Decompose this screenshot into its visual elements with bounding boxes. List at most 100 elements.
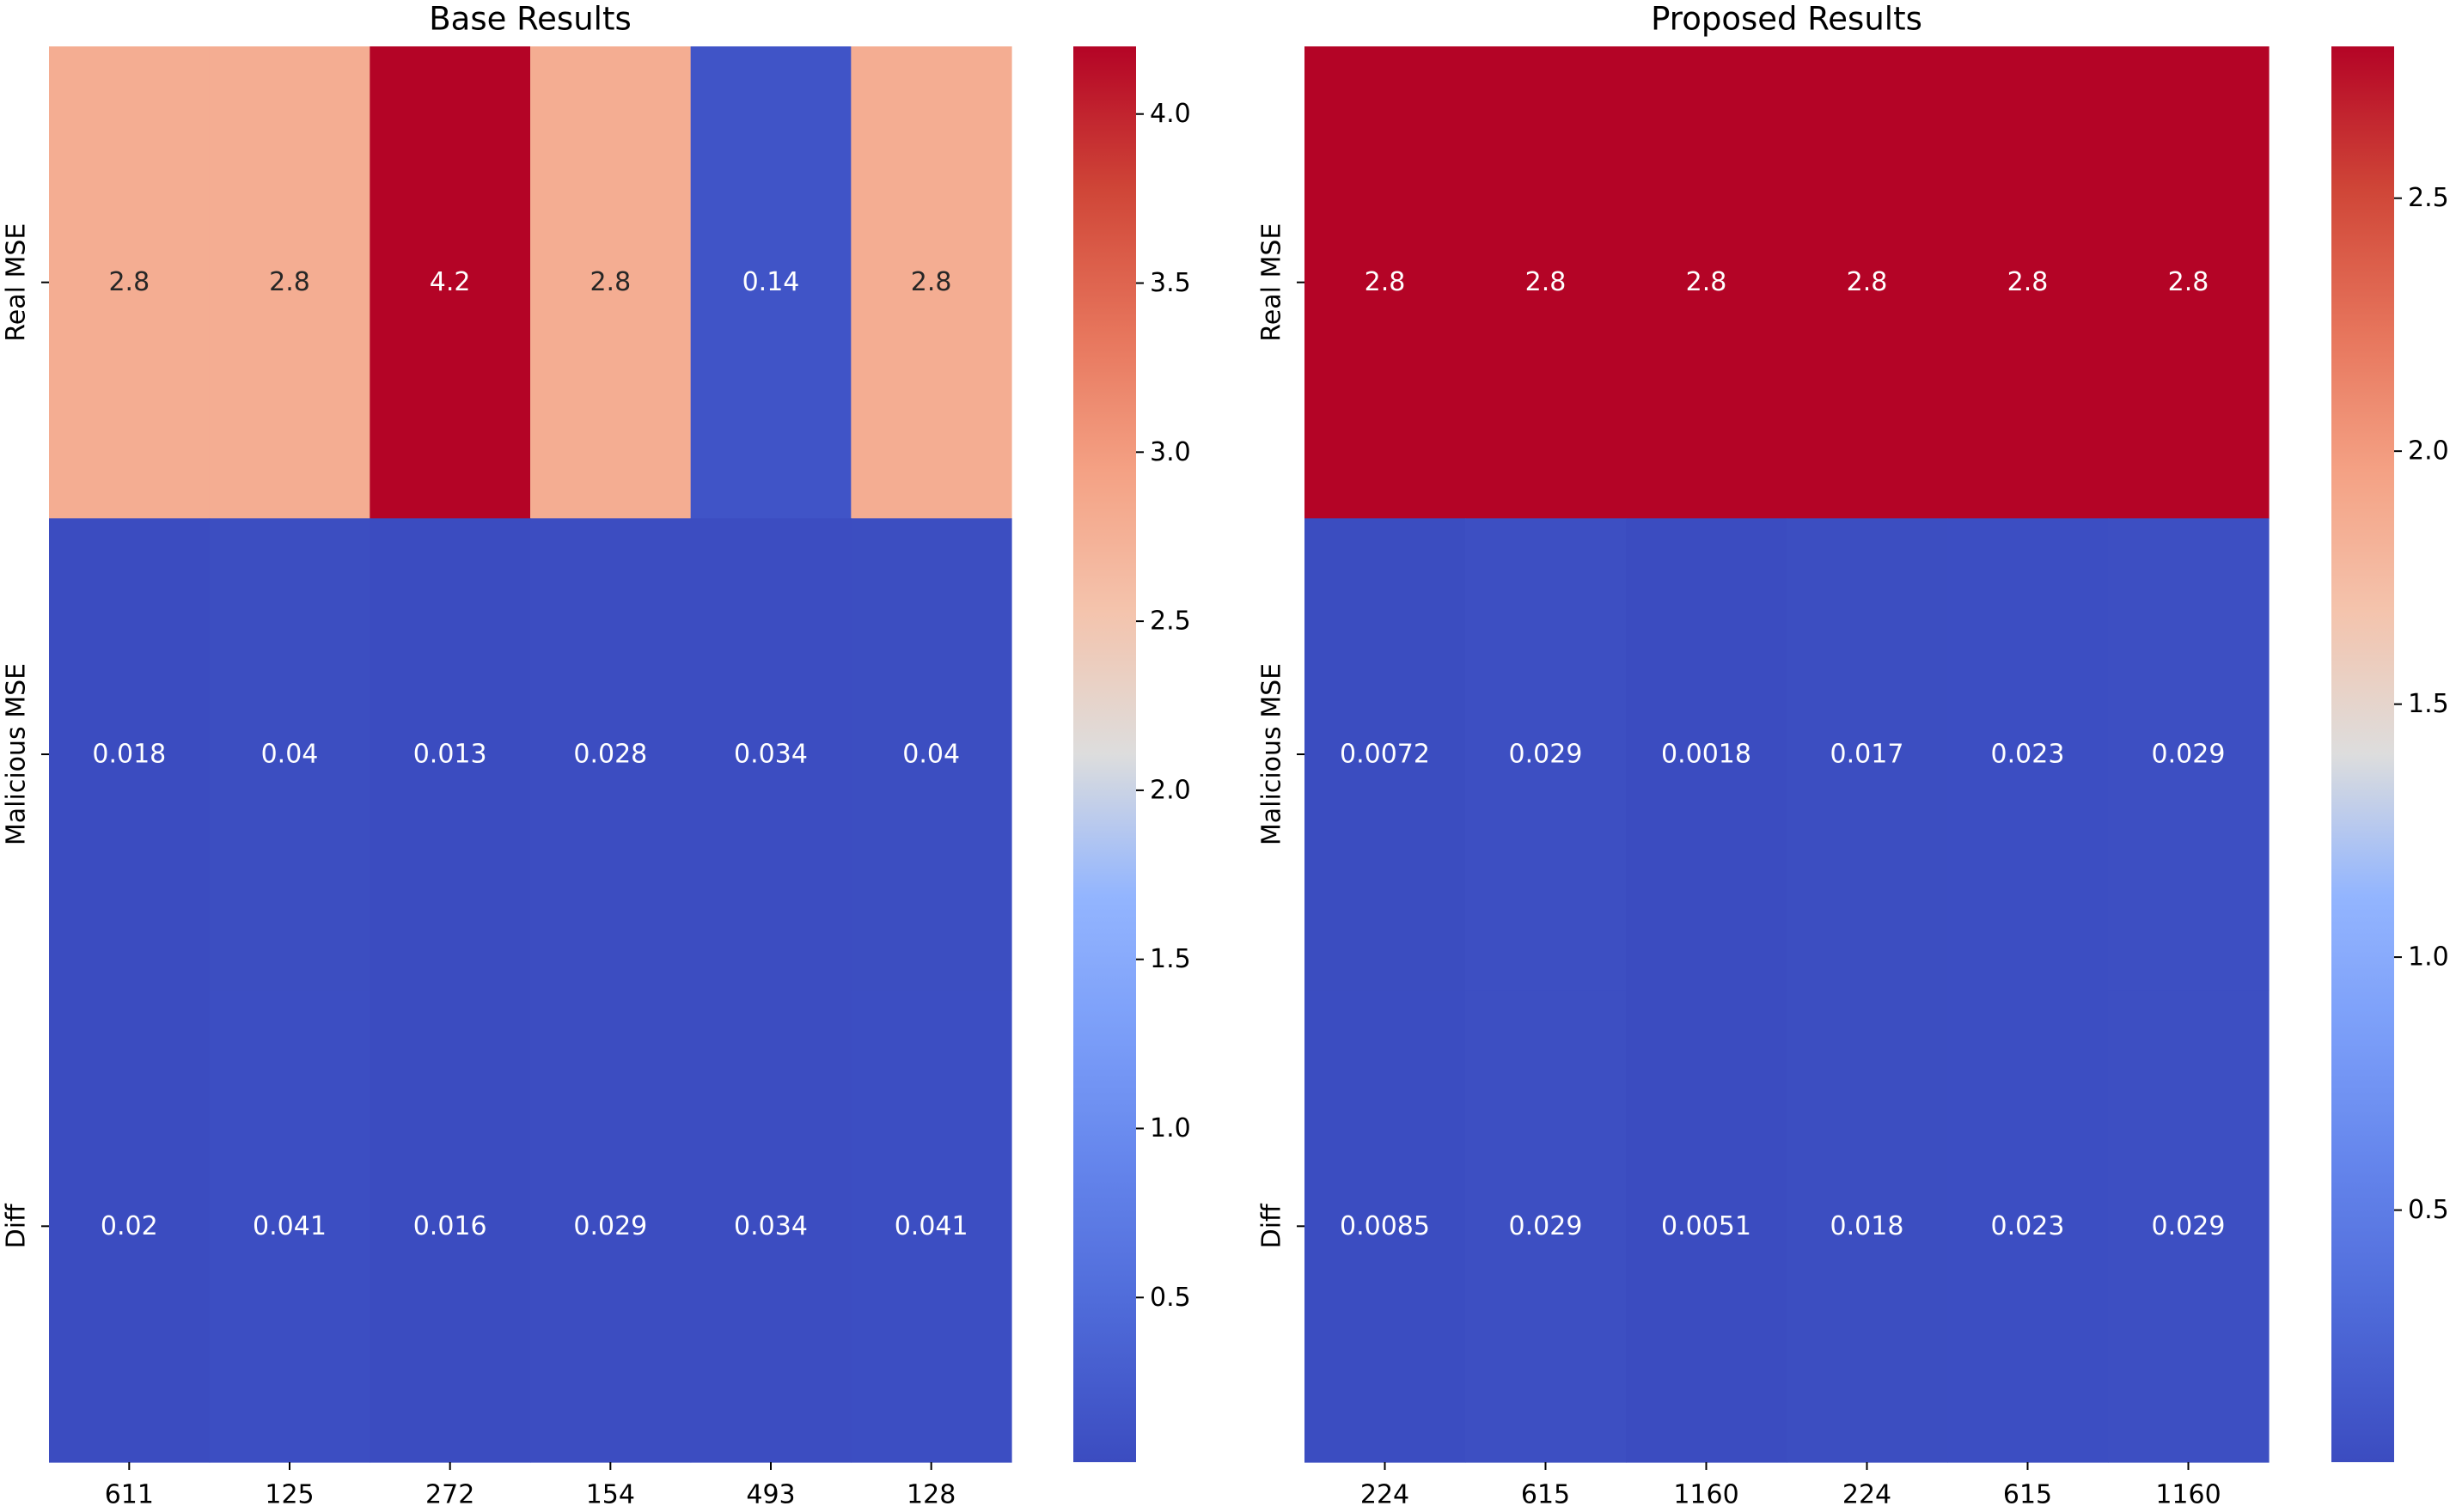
cell-annotation: 0.034 [734, 740, 808, 770]
cell-annotation: 2.8 [2168, 267, 2209, 297]
heatmap-cell [690, 46, 852, 519]
cell-annotation: 0.013 [413, 740, 487, 770]
cell-annotation: 0.02 [101, 1211, 158, 1241]
colorbar-tick-label: 1.0 [1150, 1113, 1191, 1143]
chart-title: Base Results [429, 1, 631, 38]
cell-annotation: 0.017 [1830, 740, 1904, 770]
colorbar-tick-label: 2.5 [1150, 607, 1191, 637]
colorbar [1073, 46, 1136, 1462]
y-tick-label: Diff [2, 1203, 32, 1248]
cell-annotation: 4.2 [430, 267, 471, 297]
heatmap-cell [1947, 990, 2109, 1463]
x-tick-label: 128 [907, 1480, 956, 1509]
x-tick-label: 611 [105, 1480, 154, 1509]
cell-annotation: 0.023 [1991, 740, 2065, 770]
cell-annotation: 0.029 [2152, 740, 2226, 770]
y-tick-label: Diff [1257, 1203, 1287, 1248]
cell-annotation: 0.029 [1509, 740, 1583, 770]
x-tick-label: 125 [265, 1480, 314, 1509]
colorbar-tick-label: 2.5 [2408, 183, 2449, 213]
colorbar-tick-label: 0.5 [2408, 1195, 2449, 1225]
cell-annotation: 0.0018 [1661, 740, 1751, 770]
heatmap-cell [690, 990, 852, 1463]
cell-annotation: 0.016 [413, 1211, 487, 1241]
cell-annotation: 0.04 [902, 740, 960, 770]
y-tick-label: Real MSE [2, 223, 32, 342]
heatmap-cell [1787, 46, 1948, 519]
heatmap-cell [370, 990, 531, 1463]
cell-annotation: 0.029 [573, 1211, 647, 1241]
cell-annotation: 0.018 [1830, 1211, 1904, 1241]
colorbar-tick-label: 0.5 [1150, 1283, 1191, 1313]
x-tick-label: 272 [425, 1480, 474, 1509]
heatmap-cell [1947, 518, 2109, 991]
heatmap-cell [1465, 46, 1627, 519]
cell-annotation: 0.04 [261, 740, 319, 770]
x-tick-label: 1160 [1673, 1480, 1738, 1509]
cell-annotation: 0.029 [2152, 1211, 2226, 1241]
heatmap-cell [209, 518, 370, 991]
heatmap-cell [1465, 990, 1627, 1463]
heatmap-cell [1304, 990, 1466, 1463]
heatmap-cell [49, 46, 211, 519]
heatmap-cell [1626, 990, 1787, 1463]
cell-annotation: 0.034 [734, 1211, 808, 1241]
heatmap-cell [1304, 46, 1466, 519]
x-tick-label: 224 [1842, 1480, 1891, 1509]
cell-annotation: 0.028 [573, 740, 647, 770]
cell-annotation: 2.8 [269, 267, 310, 297]
x-tick-label: 1160 [2155, 1480, 2221, 1509]
cell-annotation: 0.029 [1509, 1211, 1583, 1241]
x-tick-label: 615 [1521, 1480, 1570, 1509]
heatmap-cell [209, 990, 370, 1463]
cell-annotation: 2.8 [108, 267, 150, 297]
cell-annotation: 0.023 [1991, 1211, 2065, 1241]
colorbar-tick-label: 2.0 [2408, 436, 2449, 466]
heatmap-cell [209, 46, 370, 519]
colorbar-tick-label: 1.5 [2408, 689, 2449, 719]
heatmap-cell [1626, 46, 1787, 519]
cell-annotation: 2.8 [1365, 267, 1406, 297]
cell-annotation: 2.8 [1847, 267, 1888, 297]
x-tick-label: 224 [1360, 1480, 1409, 1509]
colorbar-tick-label: 3.0 [1150, 437, 1191, 467]
x-tick-label: 615 [2003, 1480, 2052, 1509]
heatmap-cell [1626, 518, 1787, 991]
y-tick-label: Real MSE [1257, 223, 1287, 342]
cell-annotation: 0.0072 [1340, 740, 1430, 770]
heatmap-cell [851, 990, 1012, 1463]
heatmap-cell [370, 518, 531, 991]
colorbar-tick-label: 1.0 [2408, 942, 2449, 972]
heatmap-cell [851, 46, 1012, 519]
cell-annotation: 2.8 [1686, 267, 1727, 297]
heatmap-cell [49, 990, 211, 1463]
cell-annotation: 2.8 [911, 267, 952, 297]
cell-annotation: 2.8 [590, 267, 631, 297]
heatmap-cell [2108, 518, 2270, 991]
cell-annotation: 2.8 [2007, 267, 2049, 297]
x-tick-label: 493 [746, 1480, 795, 1509]
heatmap-cell [1304, 518, 1466, 991]
colorbar-tick-label: 1.5 [1150, 944, 1191, 974]
y-tick-label: Malicious MSE [1257, 663, 1287, 845]
heatmap-panel-1: 2.8 2.8 4.2 2.8 0.14 2.8 0.018 0.04 0.013 0.028 0.… [2, 1, 1191, 1510]
heatmap-cell [2108, 46, 2270, 519]
cell-annotation: 0.041 [253, 1211, 327, 1241]
cell-annotation: 0.0051 [1661, 1211, 1751, 1241]
cell-annotation: 0.041 [895, 1211, 968, 1241]
colorbar-tick-label: 3.5 [1150, 268, 1191, 298]
colorbar-tick-label: 4.0 [1150, 99, 1191, 129]
heatmap-cell [370, 46, 531, 519]
heatmap-cell [530, 46, 692, 519]
heatmap-cell [49, 518, 211, 991]
heatmap-cell [1787, 990, 1948, 1463]
y-tick-label: Malicious MSE [2, 663, 32, 845]
colorbar-tick-label: 2.0 [1150, 775, 1191, 805]
x-tick-label: 154 [586, 1480, 635, 1509]
cell-annotation: 0.0085 [1340, 1211, 1430, 1241]
heatmap-panel-2: 2.8 2.8 2.8 2.8 2.8 2.8 0.0072 0.029 0.0018 0.017… [1257, 1, 2449, 1510]
heatmap-cell [530, 990, 692, 1463]
heatmap-cell [851, 518, 1012, 991]
